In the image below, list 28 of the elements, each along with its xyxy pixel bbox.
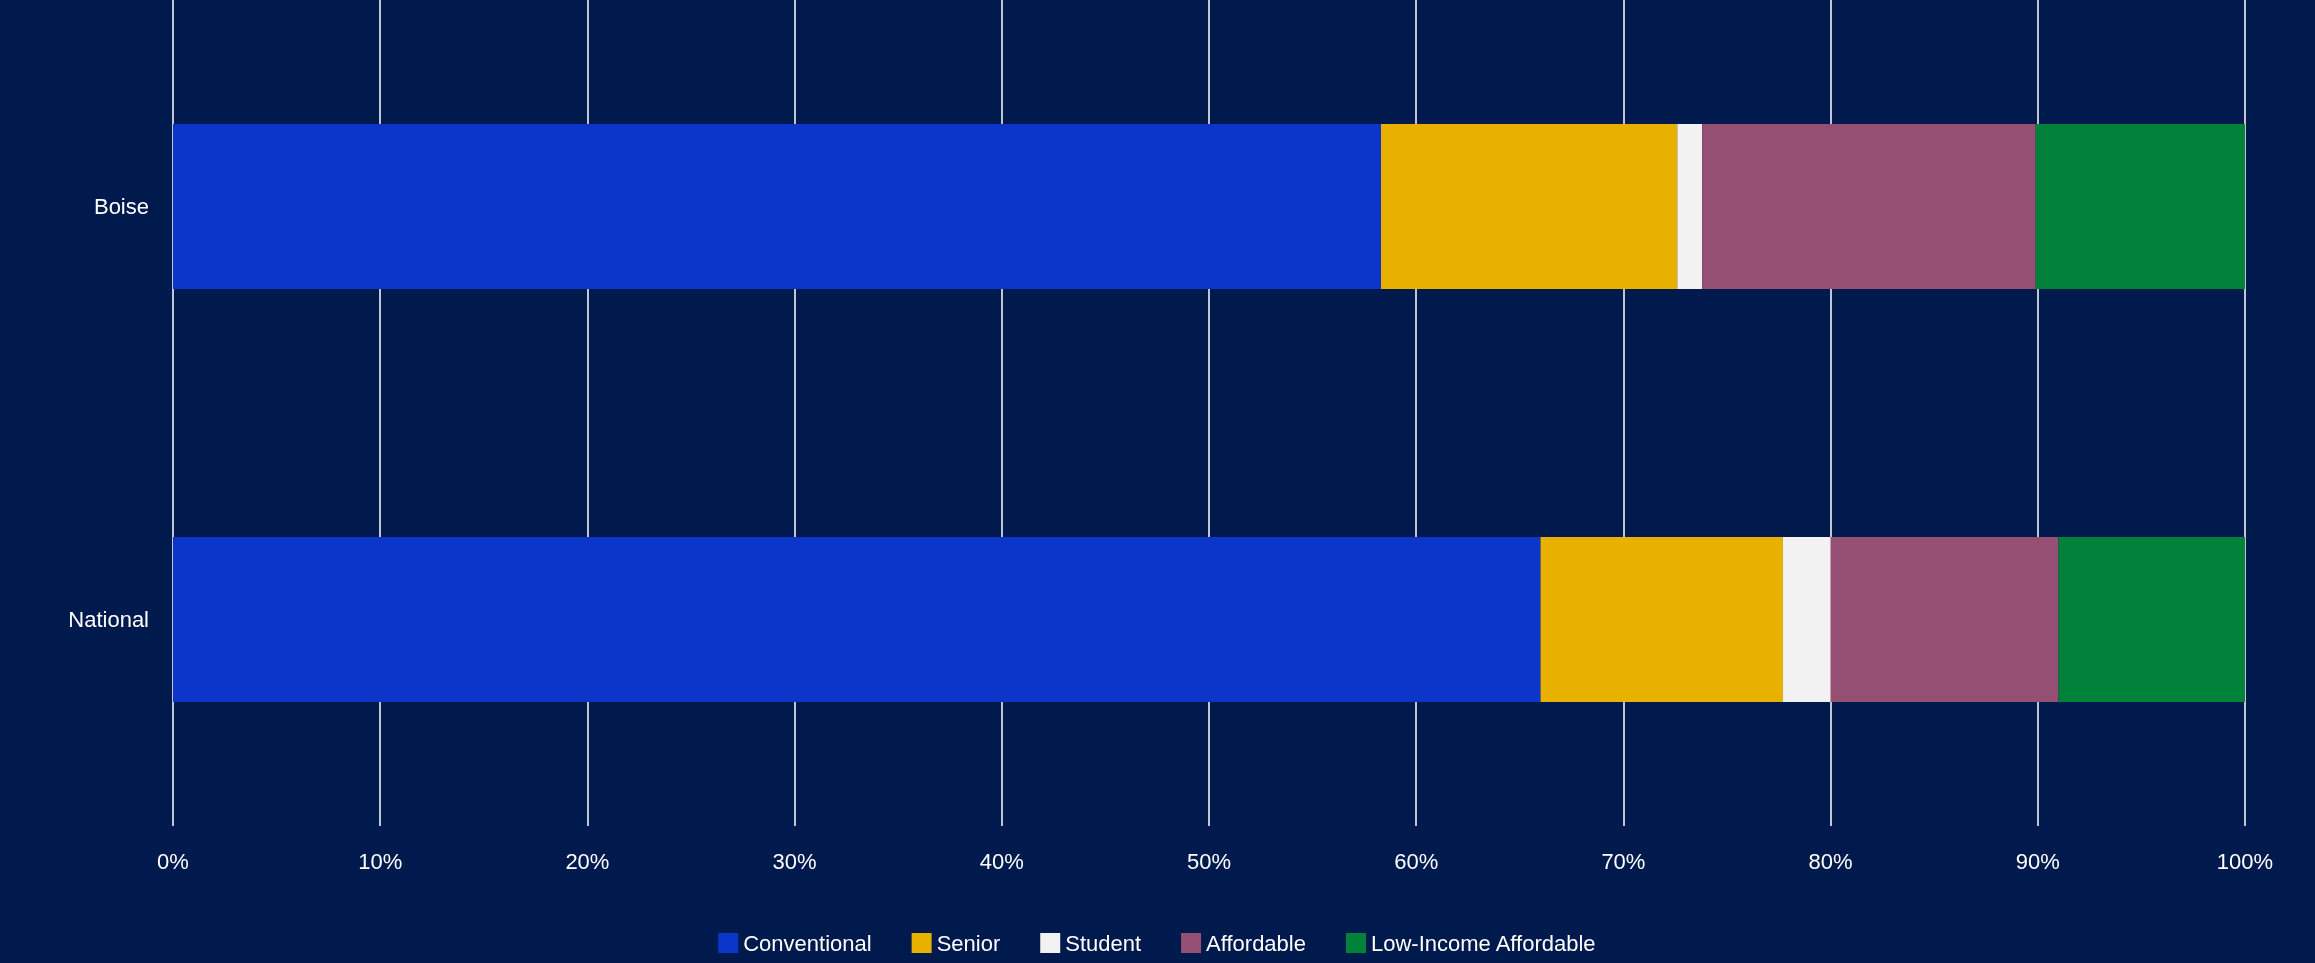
- x-tick-label: 30%: [772, 848, 817, 874]
- x-tick-label: 80%: [1808, 848, 1853, 874]
- legend-label: Low-Income Affordable: [1370, 930, 1596, 956]
- x-tick-label: 50%: [1186, 848, 1232, 874]
- bar: [1380, 123, 1678, 290]
- x-tick-label: 20%: [565, 848, 610, 874]
- bar: [2058, 536, 2245, 703]
- bar: [1677, 123, 1703, 290]
- x-tick-label: 40%: [979, 848, 1024, 874]
- x-tick-label: 70%: [1601, 848, 1646, 874]
- y-tick-label: National: [68, 607, 149, 632]
- bar: [173, 123, 1381, 290]
- x-tick-label: 10%: [358, 848, 403, 874]
- bar: [1782, 536, 1831, 703]
- x-tick-label: 0%: [157, 848, 189, 874]
- legend-label: Conventional: [743, 930, 872, 956]
- legend-label: Student: [1065, 930, 1142, 956]
- legend-label: Affordable: [1206, 930, 1306, 956]
- bar: [173, 536, 1541, 703]
- bar: [1540, 536, 1783, 703]
- x-tick-label: 90%: [2015, 848, 2060, 874]
- legend-label: Senior: [936, 930, 1001, 956]
- x-tick-label: 60%: [1394, 848, 1439, 874]
- bar: [2035, 123, 2245, 290]
- bar: [1702, 123, 2036, 290]
- x-tick-label: 100%: [2216, 848, 2274, 874]
- y-tick-label: Boise: [93, 194, 149, 219]
- bar: [1830, 536, 2059, 703]
